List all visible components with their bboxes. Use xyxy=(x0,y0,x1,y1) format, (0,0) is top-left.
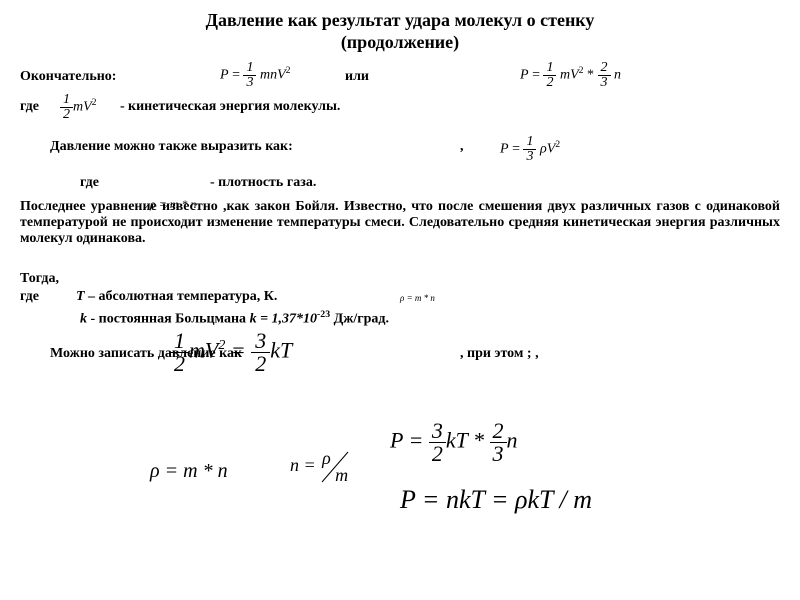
label-gde1: где xyxy=(20,99,39,115)
label-davl-vir: Давление можно также выразить как: xyxy=(50,139,293,155)
title-line-1: Давление как результат удара молекул о с… xyxy=(206,10,595,30)
label-boltz: - постоянная Больцмана xyxy=(87,312,250,327)
label-kin: кинетическая энергия молекулы. xyxy=(128,99,340,115)
eq-P-mv2-n: P = 12 mV2 * 23 n xyxy=(520,61,621,90)
row-mozhno: Можно записать давление как , при этом ;… xyxy=(20,330,780,380)
eq-n-rho-over-m: n = ρ m xyxy=(290,450,350,484)
para-boyle-text: Последнее уравнение известно ,как закон … xyxy=(20,199,780,246)
row-davl-vir: Давление можно также выразить как: , P =… xyxy=(20,135,780,173)
overlay-rho-mn: ρ = m * n xyxy=(150,197,197,212)
label-okon: Окончательно: xyxy=(20,69,116,85)
label-togda: Тогда, xyxy=(20,271,780,287)
label-dash: - xyxy=(120,99,125,115)
eq-P-rhoV2: P = 13 ρV2 xyxy=(500,135,560,164)
label-ili: или xyxy=(345,69,369,85)
boltz-val: k = 1,37*10 xyxy=(250,312,317,327)
eq-final: P = nkT = ρkT / m xyxy=(400,485,592,515)
comma-1: , xyxy=(460,139,464,155)
row-okon: Окончательно: P = 13 mnV2 или P = 12 mV2… xyxy=(20,61,780,99)
boltz-unit: Дж/град. xyxy=(334,312,389,327)
label-pri-etom: , при этом ; , xyxy=(460,346,539,362)
eq-big-kT: 12mV2 = 32kT xyxy=(170,330,292,375)
sym-k: k xyxy=(80,312,87,327)
eq-P-mnV2: P = 13 mnV2 xyxy=(220,61,291,90)
eq-rho-m-n: ρ = m * n xyxy=(150,460,228,483)
title-line-2: (продолжение) xyxy=(341,32,459,52)
label-gde2: где xyxy=(80,175,99,191)
label-T-abs: – абсолютная температура, К. xyxy=(88,289,277,304)
eq-P-kT-n: P = 32kT * 23n xyxy=(390,420,518,465)
page-title: Давление как результат удара молекул о с… xyxy=(20,10,780,53)
tiny-rho-mn: ρ = m * n xyxy=(400,293,435,303)
sym-T: T xyxy=(76,289,85,304)
paragraph-boyle: ρ = m * n Последнее уравнение известно ,… xyxy=(20,199,780,247)
label-plotnost: - плотность газа. xyxy=(210,175,316,191)
eq-half-mv2: 12mV2 xyxy=(60,93,97,122)
boltz-exp: -23 xyxy=(317,309,330,320)
bottom-formulas: ρ = m * n n = ρ m P = 32kT * 23n P = nkT… xyxy=(20,390,780,550)
row-plotnost: где - плотность газа. xyxy=(20,175,780,195)
label-gde3: где xyxy=(20,289,39,304)
row-boltz: k - постоянная Больцмана k = 1,37*10-23 … xyxy=(20,309,780,328)
row-T-abs: где T – абсолютная температура, К. ρ = m… xyxy=(20,289,780,307)
row-kin: где 12mV2 - кинетическая энергия молекул… xyxy=(20,99,780,135)
